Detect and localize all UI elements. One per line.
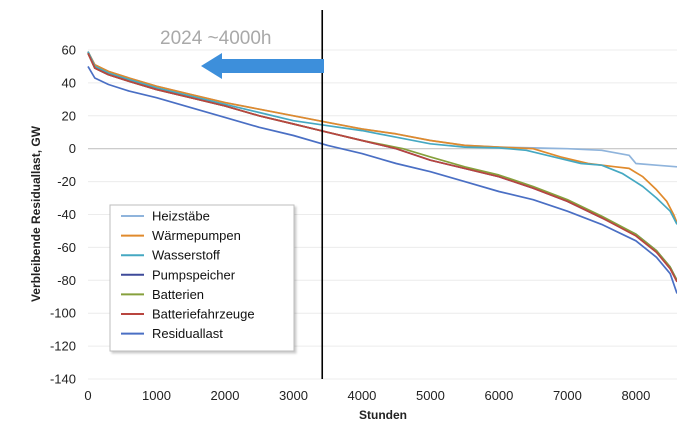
- x-axis-label: Stunden: [359, 408, 407, 422]
- x-tick-label: 6000: [484, 388, 513, 403]
- series-line: [87, 51, 677, 225]
- legend-item-label: Wärmepumpen: [152, 228, 241, 243]
- legend-item-label: Pumpspeicher: [152, 267, 236, 282]
- series-line: [87, 51, 677, 168]
- y-tick-label: 0: [69, 141, 76, 156]
- y-tick-label: -140: [50, 372, 76, 387]
- x-tick-label: 4000: [347, 388, 376, 403]
- y-tick-label: 60: [62, 43, 76, 58]
- legend-item-label: Wasserstoff: [152, 248, 220, 263]
- y-axis-label: Verbleibende Residuallast, GW: [29, 125, 43, 302]
- y-tick-label: 40: [62, 75, 76, 90]
- y-tick-label: -120: [50, 339, 76, 354]
- series-line: [87, 65, 677, 294]
- annotation: 2024 ~4000h: [160, 10, 324, 379]
- x-tick-label: 0: [84, 388, 91, 403]
- x-tick-labels: 0 1000 2000 3000 4000 5000 6000 7000 8000: [84, 388, 650, 403]
- legend-item-label: Batteriefahrzeuge: [152, 307, 255, 322]
- y-tick-label: -80: [57, 273, 76, 288]
- y-tick-label: -40: [57, 207, 76, 222]
- x-tick-label: 8000: [621, 388, 650, 403]
- x-tick-label: 2000: [211, 388, 240, 403]
- x-tick-label: 5000: [416, 388, 445, 403]
- x-tick-label: 3000: [279, 388, 308, 403]
- series-line: [87, 52, 677, 283]
- series-line: [87, 51, 677, 224]
- y-tick-label: -100: [50, 306, 76, 321]
- y-tick-label: -20: [57, 174, 76, 189]
- legend-item-label: Batterien: [152, 287, 204, 302]
- legend-box: [109, 204, 295, 352]
- legend-item-label: Residuallast: [152, 326, 223, 341]
- legend-item-label: Heizstäbe: [152, 209, 210, 224]
- arrow-left-icon: [201, 53, 222, 79]
- y-tick-label: 20: [62, 108, 76, 123]
- y-tick-labels: 60 40 20 0 -20 -40 -60 -80 -100 -120 -140: [50, 43, 76, 387]
- x-tick-label: 1000: [142, 388, 171, 403]
- x-tick-label: 7000: [553, 388, 582, 403]
- legend: Heizstäbe Wärmepumpen Wasserstoff Pumpspeic…: [109, 204, 295, 352]
- series-lines: [87, 51, 677, 294]
- annotation-text: 2024 ~4000h: [160, 28, 271, 49]
- arrow-shaft: [220, 59, 324, 73]
- y-tick-label: -60: [57, 240, 76, 255]
